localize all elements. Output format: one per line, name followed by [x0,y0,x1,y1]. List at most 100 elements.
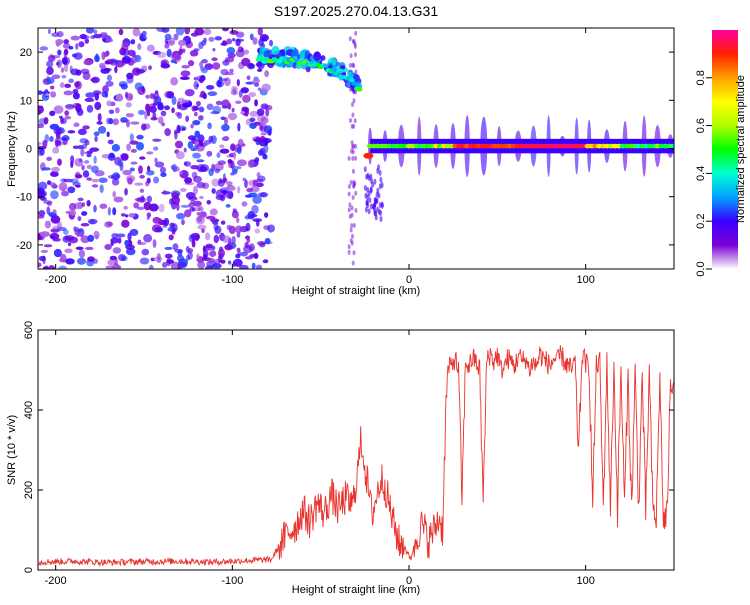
noise-blob [59,137,67,141]
noise-blob [112,118,119,126]
noise-blob [352,63,356,69]
noise-blob [263,144,269,154]
noise-blob [51,166,60,173]
noise-blob [72,92,80,100]
noise-blob [104,244,112,250]
noise-blob [260,132,267,136]
noise-blob [253,81,260,88]
noise-blob [146,165,151,172]
noise-blob [203,37,207,43]
noise-blob [204,63,214,70]
noise-blob [231,236,236,245]
noise-blob [130,148,137,153]
noise-blob [63,39,69,45]
noise-blob [135,68,146,74]
noise-blob [213,234,220,244]
noise-blob [38,210,46,217]
noise-blob [105,80,114,87]
noise-blob [178,170,183,175]
noise-blob [46,201,52,207]
signal-halo [364,206,368,213]
noise-blob [348,62,352,68]
noise-blob [174,140,184,149]
noise-blob [53,105,64,114]
noise-blob [241,143,246,147]
noise-blob [89,147,100,152]
noise-blob [349,227,353,233]
signal-halo [340,65,346,70]
noise-blob [221,124,230,132]
noise-blob [121,42,131,47]
noise-blob [156,28,166,32]
noise-blob [39,231,50,238]
noise-blob [237,185,241,194]
noise-blob [245,222,251,232]
x-tick-label: -100 [221,575,243,587]
noise-blob [177,112,183,119]
noise-blob [248,62,254,68]
noise-blob [124,214,129,218]
noise-blob [347,249,351,255]
snr-x-label: Height of straight line (km) [292,584,420,596]
snr-series-line [38,344,674,567]
noise-blob [171,107,175,114]
signal-halo [291,48,299,59]
noise-blob [217,248,225,258]
noise-blob [82,125,90,130]
noise-blob [175,28,185,36]
noise-blob [212,62,221,70]
noise-blob [130,39,136,45]
noise-blob [112,207,117,216]
noise-blob [120,213,126,217]
noise-blob [227,186,236,192]
noise-blob [249,117,256,123]
noise-blob [141,30,147,36]
noise-blob [106,74,113,82]
noise-blob [125,244,135,250]
noise-blob [65,105,75,110]
noise-blob [63,48,69,56]
noise-blob [64,83,72,88]
noise-blob [264,104,273,111]
noise-blob [205,84,215,90]
signal-core [348,77,355,83]
noise-blob [40,190,47,197]
noise-blob [243,49,250,55]
noise-blob [180,70,191,77]
noise-blob [99,184,104,193]
signal-halo [366,194,370,201]
noise-blob [224,244,233,251]
noise-blob [350,223,354,229]
noise-blob [241,57,251,67]
colorbar-tick-label: 0.6 [695,118,707,133]
y-tick-label: 600 [23,321,35,339]
signal-halo [353,76,360,82]
noise-blob [76,246,83,250]
noise-blob [38,123,45,129]
noise-blob [170,59,177,64]
noise-blob [214,168,220,174]
noise-blob [221,105,229,109]
noise-blob [68,78,74,84]
noise-blob [251,262,256,269]
noise-blob [349,117,353,123]
noise-blob [235,100,242,104]
noise-blob [122,169,132,176]
noise-blob [103,67,112,72]
noise-blob [114,66,118,74]
x-tick-label: 0 [406,274,412,286]
noise-blob [238,89,243,98]
noise-blob [226,38,233,45]
noise-blob [111,174,115,180]
snr-plot-area [38,344,674,567]
noise-blob [202,92,207,100]
noise-blob [148,203,159,212]
noise-blob [153,176,160,184]
noise-blob [125,247,136,256]
noise-blob [64,110,70,117]
noise-blob [350,212,354,218]
noise-blob [349,179,353,185]
noise-blob [81,211,88,216]
noise-blob [152,138,162,142]
noise-blob [129,228,139,236]
